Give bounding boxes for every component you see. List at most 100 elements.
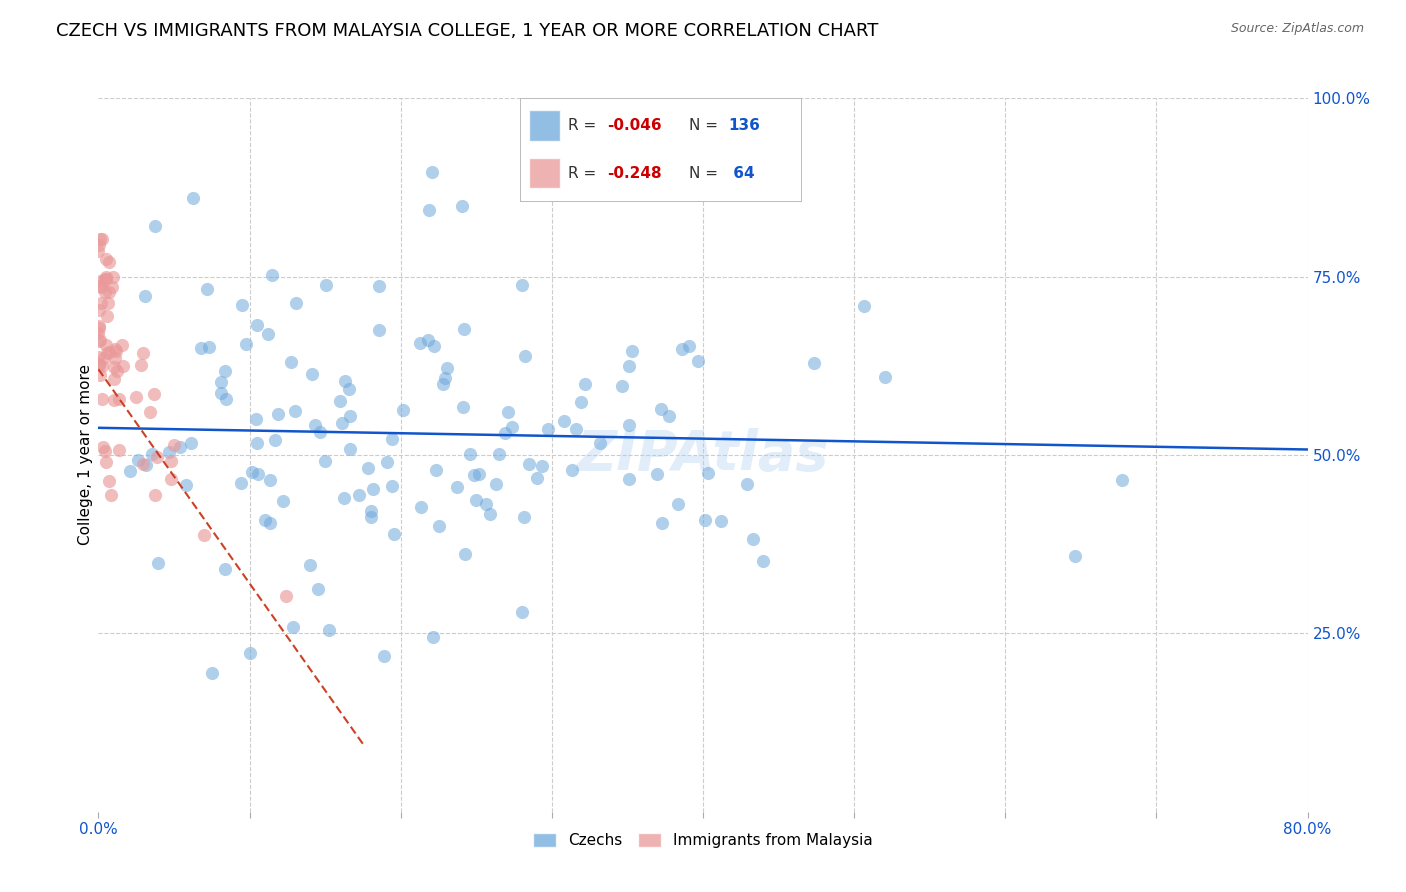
- Point: [537, 422, 560, 436]
- Point: [97, 295, 120, 310]
- Point: [104, 351, 127, 365]
- Point: [512, 510, 534, 524]
- Point: [752, 554, 775, 568]
- Point: [422, 630, 444, 644]
- Point: [96, 346, 118, 360]
- Point: [517, 457, 540, 471]
- Point: [453, 322, 475, 336]
- Point: [101, 269, 124, 284]
- Point: [101, 280, 124, 294]
- Point: [160, 454, 183, 468]
- Point: [803, 356, 825, 370]
- Point: [553, 414, 575, 428]
- Point: [284, 295, 307, 310]
- Point: [89, 302, 111, 317]
- Point: [307, 582, 329, 596]
- Point: [695, 513, 717, 527]
- Point: [329, 393, 352, 408]
- Point: [87, 237, 110, 252]
- Point: [132, 345, 155, 359]
- Point: [339, 442, 361, 457]
- Point: [478, 508, 501, 522]
- Point: [496, 405, 519, 419]
- Point: [240, 465, 263, 479]
- Point: [565, 422, 588, 436]
- Point: [280, 355, 302, 369]
- Point: [247, 467, 270, 481]
- Point: [304, 417, 326, 432]
- Point: [741, 532, 763, 546]
- Point: [87, 350, 110, 364]
- Point: [93, 351, 115, 365]
- Point: [197, 340, 219, 354]
- Text: CZECH VS IMMIGRANTS FROM MALAYSIA COLLEGE, 1 YEAR OR MORE CORRELATION CHART: CZECH VS IMMIGRANTS FROM MALAYSIA COLLEG…: [56, 22, 879, 40]
- Point: [569, 394, 592, 409]
- Point: [513, 349, 536, 363]
- Point: [103, 360, 125, 375]
- Point: [710, 514, 733, 528]
- Point: [875, 370, 897, 384]
- Text: R =: R =: [568, 166, 602, 180]
- Point: [104, 343, 127, 358]
- Point: [356, 461, 378, 475]
- Point: [94, 443, 117, 458]
- Point: [87, 321, 110, 335]
- Point: [87, 334, 110, 348]
- Point: [229, 476, 252, 491]
- Point: [561, 463, 583, 477]
- Point: [375, 454, 398, 468]
- Point: [96, 309, 118, 323]
- Point: [180, 436, 202, 450]
- Point: [301, 367, 323, 381]
- Point: [420, 165, 443, 179]
- Point: [531, 458, 554, 473]
- Point: [264, 433, 287, 447]
- Point: [416, 333, 439, 347]
- Point: [90, 392, 112, 406]
- Point: [418, 202, 440, 217]
- Point: [696, 467, 718, 481]
- Point: [284, 404, 307, 418]
- Point: [214, 364, 236, 378]
- Point: [87, 318, 110, 333]
- Point: [381, 433, 404, 447]
- Point: [436, 360, 458, 375]
- Bar: [529, 158, 560, 188]
- Point: [574, 377, 596, 392]
- Point: [134, 289, 156, 303]
- Point: [330, 416, 353, 430]
- Point: [200, 666, 222, 681]
- Point: [108, 392, 131, 406]
- Point: [315, 277, 337, 292]
- Point: [89, 232, 111, 246]
- Point: [209, 375, 232, 389]
- Point: [411, 500, 433, 514]
- Point: [97, 344, 120, 359]
- Point: [94, 285, 117, 299]
- Text: 64: 64: [728, 166, 755, 180]
- Point: [98, 255, 121, 269]
- Point: [454, 547, 477, 561]
- Point: [347, 488, 370, 502]
- Point: [87, 326, 110, 341]
- Point: [103, 343, 125, 357]
- Point: [239, 646, 262, 660]
- Point: [141, 447, 163, 461]
- Text: N =: N =: [689, 166, 723, 180]
- Point: [89, 368, 111, 383]
- Point: [333, 491, 356, 505]
- Point: [235, 336, 257, 351]
- Point: [463, 468, 485, 483]
- Point: [309, 425, 332, 440]
- Y-axis label: College, 1 year or more: College, 1 year or more: [77, 365, 93, 545]
- Point: [214, 562, 236, 576]
- Point: [451, 400, 474, 414]
- Point: [678, 339, 700, 353]
- Point: [91, 232, 114, 246]
- Point: [688, 354, 710, 368]
- Point: [335, 374, 357, 388]
- Point: [485, 477, 508, 491]
- Bar: [529, 111, 560, 141]
- Point: [510, 606, 533, 620]
- Point: [253, 513, 276, 527]
